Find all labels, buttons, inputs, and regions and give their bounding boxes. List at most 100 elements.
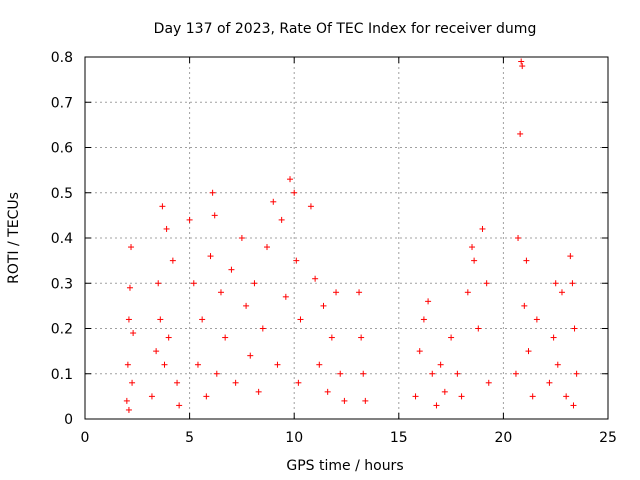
data-point: [518, 58, 525, 65]
data-point: [454, 370, 461, 377]
y-tick-labels: 0 0.1 0.2 0.3 0.4 0.5 0.6 0.7 0.8: [51, 50, 73, 428]
y-tick-label: 0.8: [51, 50, 73, 66]
data-point: [125, 316, 132, 323]
x-tick-labels: 0 5 10 15 20 25: [81, 430, 617, 446]
data-point: [123, 397, 130, 404]
data-point: [324, 388, 331, 395]
data-point: [550, 334, 557, 341]
y-tick-label: 0.3: [51, 276, 73, 292]
data-point: [153, 348, 160, 355]
data-point: [552, 280, 559, 287]
data-point: [157, 316, 164, 323]
data-point: [209, 189, 216, 196]
data-point: [360, 370, 367, 377]
data-point: [213, 370, 220, 377]
data-point: [458, 393, 465, 400]
data-point: [546, 379, 553, 386]
data-point: [124, 361, 131, 368]
data-point: [203, 393, 210, 400]
data-point: [228, 266, 235, 273]
data-point: [247, 352, 254, 359]
data-point: [356, 289, 363, 296]
data-point: [297, 316, 304, 323]
data-point: [163, 225, 170, 232]
data-point: [437, 361, 444, 368]
data-point: [362, 397, 369, 404]
data-point: [563, 393, 570, 400]
data-point: [521, 302, 528, 309]
x-tick-label: 15: [390, 430, 408, 446]
data-points: [123, 58, 580, 413]
data-point: [441, 388, 448, 395]
data-point: [515, 235, 522, 241]
data-point: [512, 370, 519, 377]
data-point: [469, 244, 476, 251]
data-point: [525, 348, 532, 355]
y-tick-label: 0: [64, 412, 73, 428]
data-point: [420, 316, 427, 323]
y-axis-title: ROTI / TECUs: [6, 192, 22, 284]
data-point: [217, 289, 224, 296]
x-tick-label: 10: [285, 430, 303, 446]
data-point: [570, 402, 577, 409]
data-point: [341, 397, 348, 404]
data-point: [264, 244, 271, 251]
data-point: [529, 393, 536, 400]
data-point: [186, 216, 193, 223]
x-tick-label: 5: [185, 430, 194, 446]
data-point: [155, 280, 162, 287]
data-point: [464, 289, 471, 296]
data-point: [190, 280, 197, 287]
data-point: [238, 235, 245, 241]
data-point: [554, 361, 561, 368]
data-point: [159, 203, 166, 210]
data-point: [232, 379, 239, 386]
data-point: [337, 370, 344, 377]
data-point: [519, 63, 526, 70]
x-tick-label: 0: [81, 430, 90, 446]
data-point: [433, 402, 440, 409]
data-point: [312, 275, 319, 282]
y-tick-label: 0.4: [51, 231, 73, 247]
x-axis-title: GPS time / hours: [286, 458, 403, 474]
data-point: [533, 316, 540, 323]
data-point: [316, 361, 323, 368]
data-point: [448, 334, 455, 341]
data-point: [282, 293, 289, 300]
data-point: [199, 316, 206, 323]
data-point: [412, 393, 419, 400]
data-point: [517, 130, 524, 137]
data-point: [523, 257, 530, 264]
data-point: [293, 257, 300, 264]
data-point: [558, 289, 565, 296]
data-point: [333, 289, 340, 296]
data-point: [207, 253, 214, 260]
y-tick-label: 0.7: [51, 95, 73, 111]
data-point: [130, 330, 137, 337]
y-tick-label: 0.5: [51, 186, 73, 202]
data-point: [174, 379, 181, 386]
data-point: [471, 257, 478, 264]
data-point: [255, 388, 262, 395]
data-point: [126, 284, 133, 291]
data-point: [571, 325, 578, 332]
data-point: [295, 379, 302, 386]
data-point: [165, 334, 172, 341]
data-point: [274, 361, 281, 368]
data-point: [251, 280, 258, 287]
data-point: [222, 334, 229, 341]
data-point: [161, 361, 168, 368]
data-point: [176, 402, 183, 409]
data-point: [169, 257, 176, 264]
data-point: [291, 189, 298, 196]
x-tick-label: 20: [494, 430, 512, 446]
x-tick-label: 25: [599, 430, 617, 446]
data-point: [307, 203, 314, 210]
data-point: [148, 393, 155, 400]
data-point: [278, 216, 285, 223]
data-point: [259, 325, 266, 332]
data-point: [128, 244, 135, 251]
data-point: [358, 334, 365, 341]
data-point: [569, 280, 576, 287]
